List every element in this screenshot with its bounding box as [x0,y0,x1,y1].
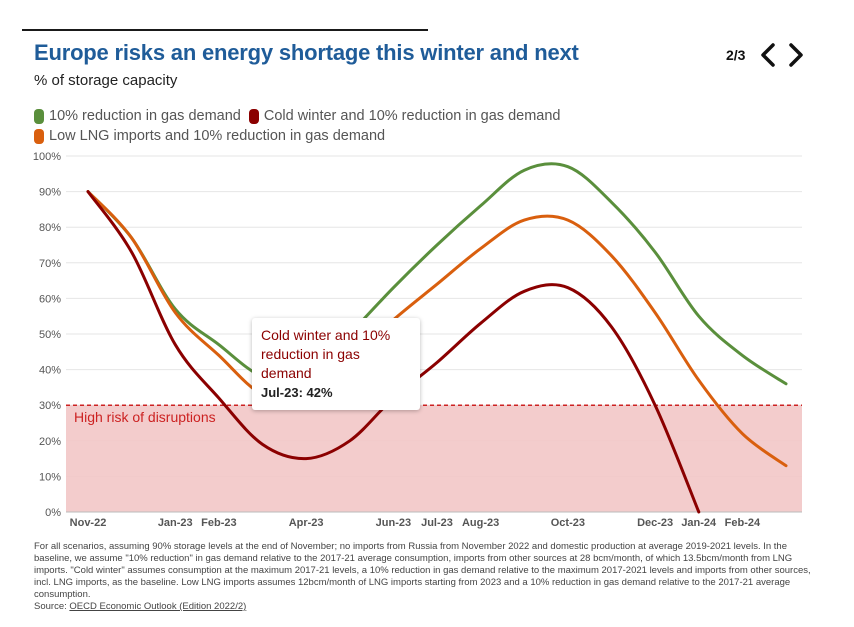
y-tick-label: 90% [39,187,61,199]
series-line-low-lng [86,190,788,468]
x-tick-label: Apr-23 [289,517,324,529]
x-tick-label: Oct-23 [551,517,585,529]
source-prefix: Source: [34,601,70,612]
y-tick-label: 40% [39,365,61,377]
risk-zone-label: High risk of disruptions [74,409,216,425]
legend-label: Low LNG imports and 10% reduction in gas… [49,128,386,144]
legend: 10% reduction in gas demand Cold winter … [34,106,634,146]
x-tick-label: Jul-23 [421,517,453,529]
previous-button[interactable] [757,42,779,68]
legend-swatch [248,108,259,124]
x-tick-label: Nov-22 [70,517,107,529]
y-tick-label: 30% [39,400,61,412]
y-tick-label: 0% [45,507,61,519]
y-tick-label: 20% [39,436,61,448]
tooltip: Cold winter and 10% reduction in gas dem… [252,318,420,410]
y-tick-label: 100% [33,151,61,163]
x-tick-label: Jan-23 [158,517,193,529]
risk-zone [66,405,802,512]
y-tick-label: 10% [39,471,61,483]
chart-subtitle: % of storage capacity [34,72,178,89]
tooltip-title: Cold winter and 10% reduction in gas dem… [261,327,391,381]
legend-row: Low LNG imports and 10% reduction in gas… [34,126,634,146]
legend-label: Cold winter and 10% reduction in gas dem… [263,108,561,124]
legend-swatch [34,128,44,144]
pager: 2/3 [726,42,813,68]
footnotes: For all scenarios, assuming 90% storage … [34,541,824,613]
x-tick-label: Feb-23 [201,517,236,529]
x-tick-label: Feb-24 [725,517,761,529]
legend-item-cold-winter[interactable]: Cold winter and 10% reduction in gas dem… [248,108,561,124]
chevron-right-icon [789,43,804,67]
top-rule [22,29,428,31]
x-tick-label: Aug-23 [462,517,499,529]
source-link[interactable]: OECD Economic Outlook (Edition 2022/2) [69,601,247,612]
y-tick-label: 80% [39,222,61,234]
next-button[interactable] [785,42,807,68]
page-indicator: 2/3 [726,47,746,63]
legend-label: 10% reduction in gas demand [49,108,241,124]
chart-title: Europe risks an energy shortage this win… [34,40,579,65]
x-tick-label: Dec-23 [637,517,673,529]
legend-item-low-lng[interactable]: Low LNG imports and 10% reduction in gas… [34,128,385,144]
y-tick-label: 70% [39,258,61,270]
chevron-left-icon [761,43,776,67]
legend-swatch [34,108,44,124]
y-axis: 0% 10% 20% 30% 40% 50% 60% 70% 80% 90% 100% [33,151,802,519]
series-line-10pct-reduction [86,162,788,386]
y-tick-label: 60% [39,293,61,305]
source-line: Source: OECD Economic Outlook (Edition 2… [34,601,824,613]
x-tick-label: Jan-24 [681,517,717,529]
y-tick-label: 50% [39,329,61,341]
x-axis: Nov-22 Jan-23 Feb-23 Apr-23 Jun-23 Jul-23 Aug-… [70,517,761,529]
tooltip-value: Jul-23: 42% [261,385,333,400]
notes-text: For all scenarios, assuming 90% storage … [34,541,811,600]
legend-row: 10% reduction in gas demand Cold winter … [34,106,634,126]
x-tick-label: Jun-23 [376,517,411,529]
legend-item-10pct-reduction[interactable]: 10% reduction in gas demand [34,108,241,124]
